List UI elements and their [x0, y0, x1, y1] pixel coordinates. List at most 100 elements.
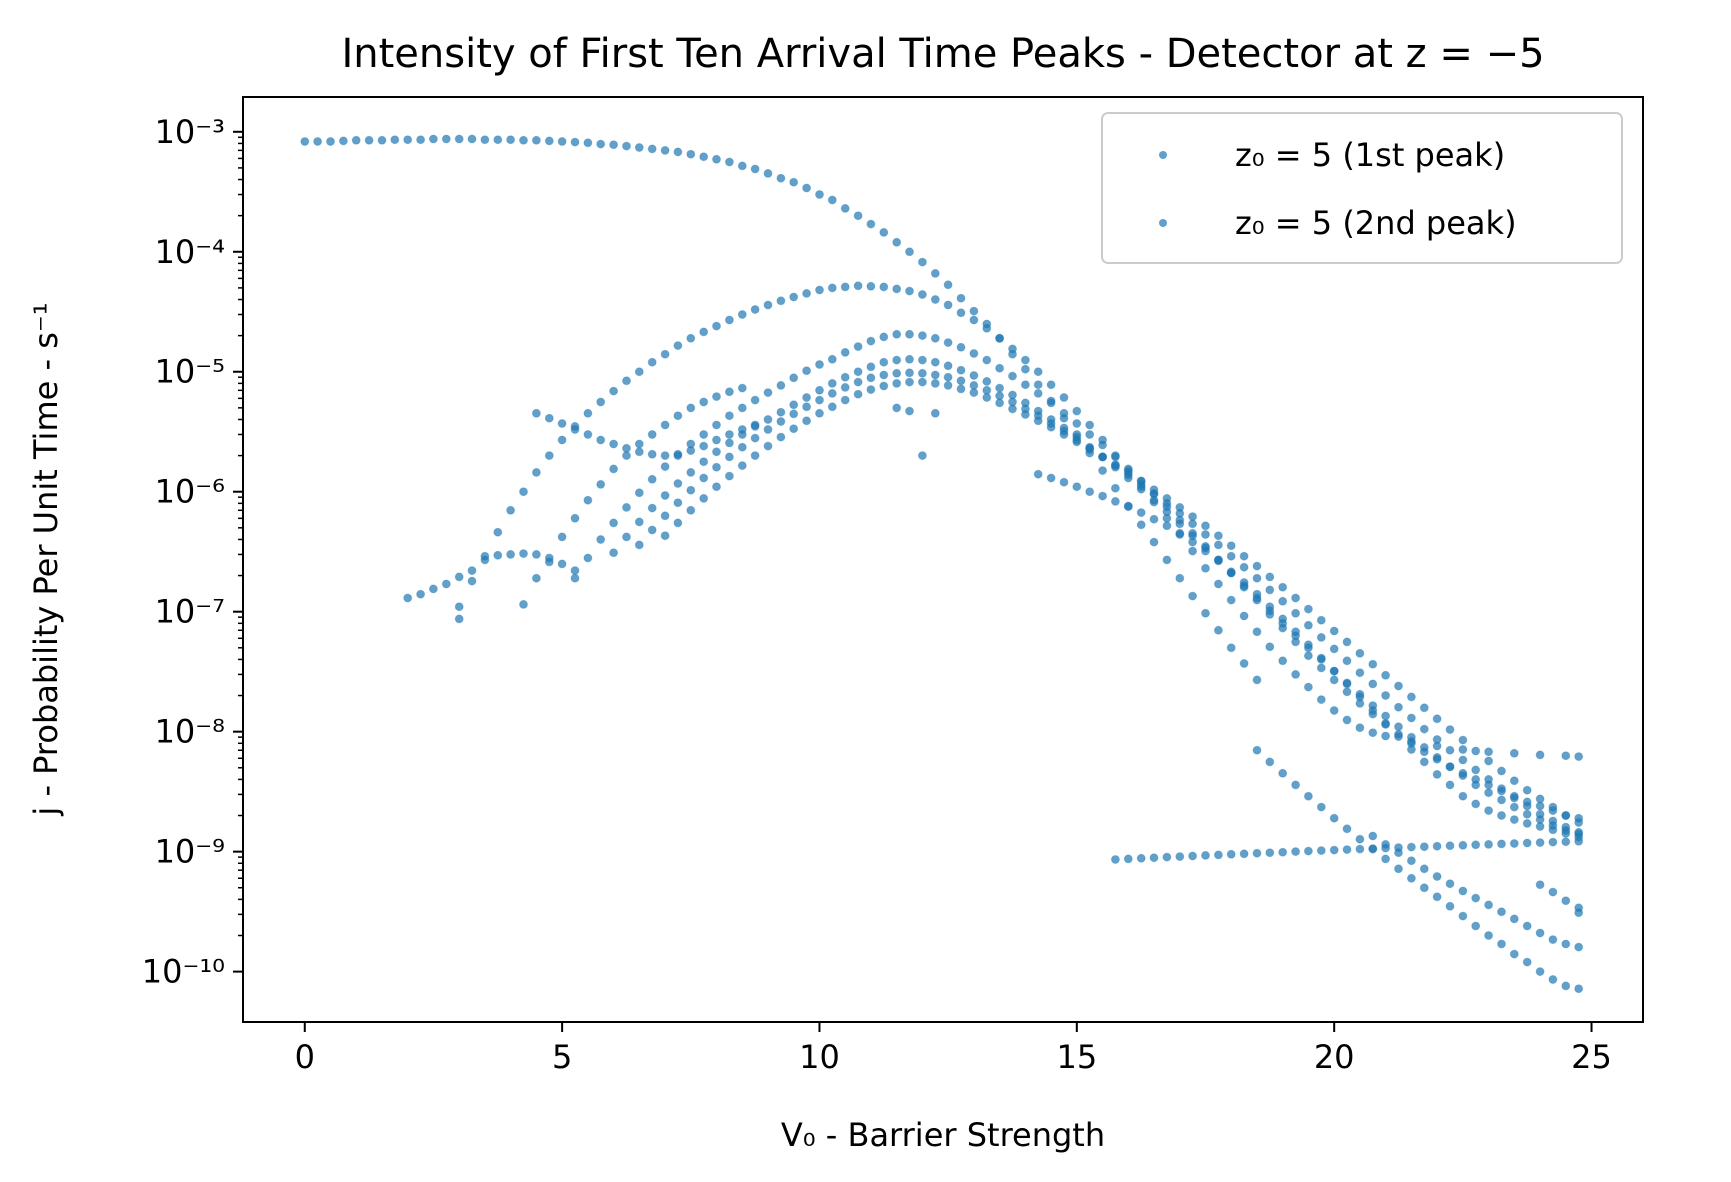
data-point	[403, 593, 413, 603]
data-point	[1316, 695, 1326, 705]
data-point	[1110, 452, 1120, 462]
data-point	[840, 347, 850, 357]
data-point	[982, 323, 992, 333]
data-point	[879, 227, 889, 237]
y-tick-label: 10⁻³	[155, 113, 225, 151]
data-point	[1085, 487, 1095, 497]
data-point	[1394, 732, 1403, 742]
data-point	[892, 237, 902, 247]
data-point	[1445, 762, 1455, 772]
data-point	[943, 338, 953, 348]
data-point	[1291, 669, 1301, 679]
legend-box	[1101, 112, 1623, 264]
data-point	[660, 491, 670, 500]
data-point	[634, 143, 644, 152]
data-point	[1561, 751, 1571, 761]
data-point	[930, 408, 940, 418]
chart-title: Intensity of First Ten Arrival Time Peak…	[341, 31, 1544, 77]
data-point	[802, 393, 812, 402]
data-point	[1471, 799, 1481, 809]
data-point	[1432, 892, 1442, 902]
data-point	[1239, 611, 1249, 621]
data-point	[905, 286, 914, 296]
data-point	[1548, 887, 1558, 897]
data-point	[609, 548, 619, 558]
data-point	[1162, 521, 1172, 531]
data-point	[1291, 780, 1301, 790]
data-point	[364, 135, 374, 145]
data-point	[763, 441, 773, 451]
data-point	[531, 408, 541, 418]
data-point	[570, 137, 580, 147]
data-point	[1226, 551, 1236, 561]
data-point	[956, 342, 966, 352]
data-point	[699, 493, 709, 503]
data-point	[1033, 416, 1043, 426]
data-point	[1509, 748, 1519, 758]
data-point	[1509, 815, 1519, 825]
data-point	[879, 282, 889, 292]
data-point	[969, 388, 979, 398]
data-point	[686, 333, 696, 343]
data-point	[1535, 880, 1545, 890]
data-point	[1445, 901, 1455, 911]
data-point	[480, 135, 490, 145]
data-point	[622, 532, 631, 542]
data-point	[930, 295, 940, 304]
data-point	[905, 247, 914, 257]
data-point	[1355, 692, 1365, 702]
data-point	[1239, 562, 1249, 572]
data-point	[789, 177, 799, 187]
data-point	[583, 495, 593, 505]
data-point	[1226, 541, 1236, 551]
data-point	[1406, 856, 1416, 866]
data-point	[519, 135, 528, 145]
data-point	[1381, 839, 1391, 849]
data-point	[454, 572, 464, 582]
data-point	[647, 525, 657, 535]
legend: z₀ = 5 (1st peak) z₀ = 5 (2nd peak)	[1101, 112, 1623, 264]
data-point	[1497, 795, 1506, 805]
data-point	[1548, 975, 1558, 984]
data-point	[699, 457, 709, 467]
data-point	[1497, 811, 1506, 820]
data-point	[1316, 802, 1326, 812]
data-point	[1252, 627, 1262, 637]
data-point	[1175, 852, 1185, 862]
data-point	[1509, 914, 1519, 924]
data-point	[802, 366, 812, 376]
data-point	[622, 451, 631, 461]
data-point	[969, 349, 979, 358]
data-point	[1020, 410, 1030, 419]
data-point	[1484, 756, 1494, 766]
data-point	[1316, 846, 1326, 856]
data-point	[441, 579, 451, 589]
data-point	[673, 518, 683, 528]
data-point	[416, 135, 426, 145]
data-point	[1123, 468, 1133, 478]
data-point	[956, 293, 966, 303]
data-point	[1419, 724, 1429, 734]
x-tick-label: 10	[799, 1038, 840, 1076]
data-point	[750, 305, 760, 314]
data-point	[1548, 837, 1558, 847]
y-tick-label: 10⁻⁵	[155, 353, 225, 391]
data-point	[673, 479, 683, 488]
data-point	[724, 471, 734, 481]
data-point	[506, 549, 516, 559]
data-point	[1406, 732, 1416, 742]
data-point	[1136, 508, 1146, 518]
data-point	[634, 447, 644, 457]
data-point	[1445, 879, 1455, 889]
data-point	[647, 503, 657, 513]
data-point	[1432, 752, 1442, 762]
data-point	[763, 300, 773, 310]
data-point	[737, 461, 747, 471]
data-point	[995, 383, 1005, 393]
data-point	[1381, 691, 1391, 700]
data-point	[1381, 854, 1391, 864]
data-point	[609, 386, 619, 396]
data-point	[1059, 393, 1069, 402]
data-point	[1329, 675, 1339, 685]
